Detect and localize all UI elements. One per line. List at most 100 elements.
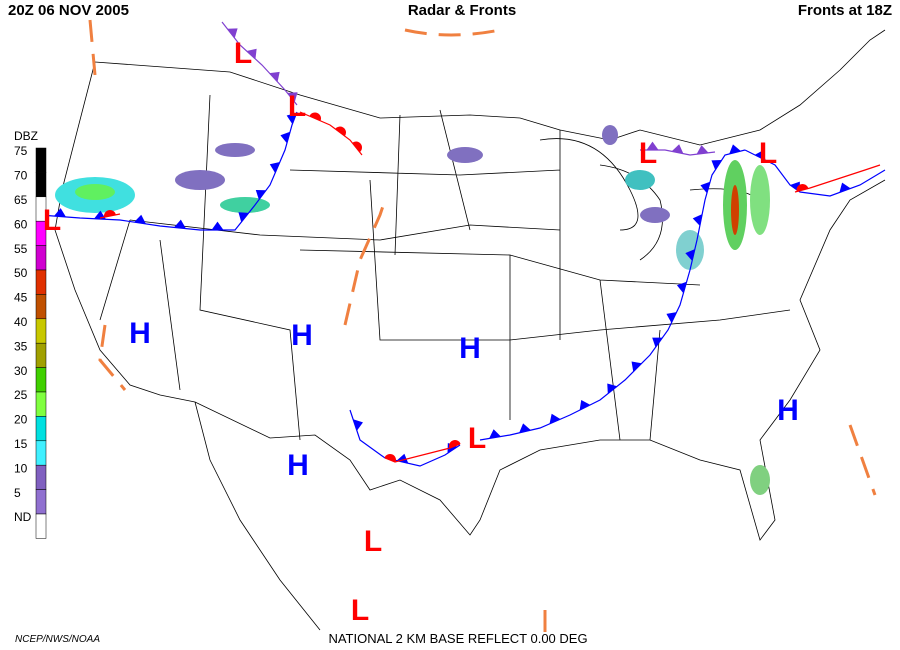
fronts: [39, 21, 886, 467]
front-symbol: [353, 419, 363, 431]
front-symbol: [286, 112, 297, 125]
front-symbol: [352, 141, 362, 153]
legend-swatch: [35, 294, 47, 320]
pressure-center: L: [351, 594, 369, 627]
legend-label: 55: [14, 242, 28, 256]
front-symbol: [449, 440, 461, 449]
legend-swatch: [35, 391, 47, 417]
legend-label: 10: [14, 461, 28, 475]
pressure-center: H: [291, 319, 313, 352]
front-symbol: [246, 48, 257, 60]
troughs: [88, 19, 877, 635]
pressure-center: H: [129, 317, 151, 350]
front-symbol: [384, 454, 396, 463]
front-symbol: [652, 337, 663, 348]
legend-swatch: [35, 269, 47, 295]
front-symbol: [134, 214, 146, 224]
pressure-center: H: [777, 394, 799, 427]
front-symbol: [211, 221, 224, 230]
front-symbol: [519, 423, 531, 433]
legend-label: 45: [14, 291, 28, 305]
front-symbol: [309, 112, 321, 121]
front-symbol: [269, 71, 280, 82]
pressure-center: L: [759, 137, 777, 170]
legend-swatch: [35, 342, 47, 368]
legend-swatch: [35, 489, 47, 515]
borders: [54, 29, 886, 631]
state-lines: [99, 94, 791, 441]
front-symbol: [607, 383, 618, 394]
front-symbol: [676, 281, 687, 294]
front-symbol: [754, 149, 766, 161]
legend-label: 75: [14, 144, 28, 158]
front-symbol: [238, 212, 249, 223]
legend-label: 30: [14, 364, 28, 378]
front-line: [39, 111, 298, 231]
legend-swatch: [35, 513, 47, 539]
fronts-time: Fronts at 18Z: [798, 2, 892, 19]
front-symbol: [335, 126, 346, 137]
legend-label: 50: [14, 266, 28, 280]
front-symbol: [796, 183, 809, 192]
front-symbol: [489, 429, 501, 439]
legend-label: 5: [14, 486, 21, 500]
pressure-center: H: [459, 332, 481, 365]
front-symbol: [700, 181, 711, 194]
front-symbol: [54, 208, 66, 217]
legend-swatch: [35, 245, 47, 271]
pressure-center: L: [639, 137, 657, 170]
front-symbol: [696, 145, 709, 155]
front-symbol: [646, 141, 659, 150]
pressure-center: L: [234, 37, 252, 70]
front-symbol: [685, 249, 695, 261]
pressure-center: L: [468, 422, 486, 455]
front-symbol: [227, 28, 238, 39]
front-symbol: [711, 159, 722, 171]
title: Radar & Fronts: [408, 2, 516, 19]
radar-echoes: [55, 125, 770, 495]
legend-swatch: [35, 416, 47, 442]
legend-label: 60: [14, 217, 28, 231]
legend-swatch: [35, 367, 47, 393]
pressure-center: L: [288, 90, 306, 123]
front-symbol: [269, 161, 280, 174]
front-symbol: [729, 144, 741, 154]
legend-label: 65: [14, 193, 28, 207]
legend-swatch: [35, 172, 47, 198]
legend: 75 70 65 60 55 50 45 40 35 30 25 20 15 10 5 ND: [14, 144, 47, 539]
front-symbol: [666, 312, 677, 323]
front-symbol: [579, 399, 591, 411]
pressure-center: L: [43, 204, 61, 237]
coastline: [54, 61, 886, 541]
front-symbol: [692, 214, 703, 226]
mexico-coast: [194, 401, 321, 631]
pressure-centers: L L L L L L L L H H H H H: [43, 37, 799, 627]
legend-swatch: [35, 318, 47, 344]
front-symbol: [255, 189, 267, 200]
legend-label: ND: [14, 510, 32, 524]
pressure-center: H: [287, 449, 309, 482]
legend-swatch: [35, 464, 47, 490]
front-symbol: [839, 182, 851, 193]
pressure-center: L: [364, 525, 382, 558]
legend-title: DBZ: [14, 129, 38, 143]
legend-label: 35: [14, 339, 28, 353]
front-symbol: [103, 210, 116, 218]
legend-swatch: [35, 147, 47, 173]
time-label: 20Z 06 NOV 2005: [8, 2, 129, 19]
legend-label: 70: [14, 169, 28, 183]
front-symbol: [671, 144, 684, 154]
front-symbol: [287, 92, 298, 103]
legend-label: 40: [14, 315, 28, 329]
legend-label: 25: [14, 388, 28, 402]
legend-label: 20: [14, 413, 28, 427]
product: NATIONAL 2 KM BASE REFLECT 0.00 DEG: [328, 631, 587, 646]
credit: NCEP/NWS/NOAA: [15, 634, 100, 645]
front-symbol: [631, 361, 642, 372]
legend-label: 15: [14, 437, 28, 451]
legend-swatch: [35, 440, 47, 466]
front-symbol: [280, 131, 291, 144]
front-symbol: [549, 413, 561, 424]
